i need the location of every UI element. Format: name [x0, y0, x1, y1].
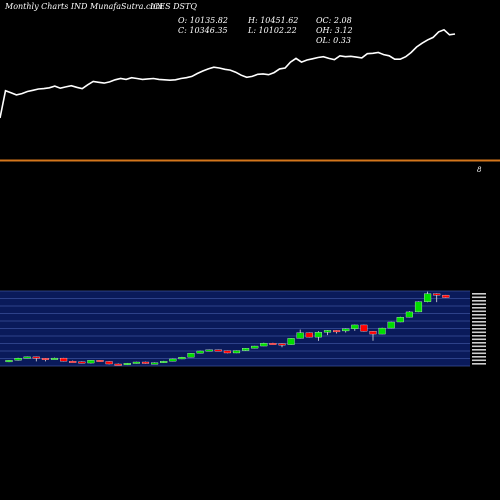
candle-body	[251, 345, 259, 349]
scale-tick	[472, 310, 486, 313]
scale-tick	[472, 307, 486, 309]
candle-body	[23, 356, 31, 359]
candle-body	[105, 361, 113, 365]
scale-tick	[472, 359, 486, 362]
candle-body	[360, 324, 368, 332]
candle-body	[141, 361, 150, 364]
price-line-chart: 8	[0, 28, 500, 174]
candle-body	[114, 363, 122, 366]
candle-body	[196, 350, 204, 354]
open-value: O: 10135.82	[178, 16, 228, 25]
low-value: L: 10102.22	[248, 26, 297, 35]
candle-body	[433, 293, 441, 296]
candle-body	[96, 360, 104, 362]
scale-tick	[472, 321, 486, 323]
candle-body	[87, 360, 95, 364]
scale-tick	[472, 352, 486, 355]
price-series-line	[0, 28, 456, 119]
candle-body	[160, 361, 168, 363]
reference-label: 8	[477, 166, 482, 174]
scale-tick	[472, 314, 486, 316]
scale-tick	[472, 342, 486, 344]
scale-tick	[472, 356, 486, 358]
scale-tick	[472, 303, 486, 306]
close-value: C: 10346.35	[178, 26, 228, 35]
scale-tick	[472, 363, 486, 365]
ol-value: OL: 0.33	[316, 36, 351, 45]
symbol-label: ICES DSTQ	[150, 2, 197, 11]
candle-body	[32, 356, 40, 359]
candle-body	[296, 332, 304, 339]
high-value: H: 10451.62	[248, 16, 299, 25]
candle-body	[424, 293, 432, 302]
candle-body	[342, 328, 350, 332]
candle-body	[387, 321, 395, 329]
candle-body	[333, 330, 341, 333]
scale-tick	[472, 349, 486, 351]
candle-body	[187, 353, 195, 358]
oh-value: OH: 3.12	[316, 26, 353, 35]
candle-body	[414, 301, 423, 313]
candle-body	[232, 350, 241, 354]
candle-body	[132, 361, 140, 364]
candle-body	[123, 363, 131, 365]
candle-body	[5, 360, 13, 363]
candle-body	[14, 358, 22, 361]
candle-body	[78, 361, 86, 364]
scale-tick	[472, 324, 486, 327]
candle-body	[242, 348, 250, 351]
candle-body	[60, 357, 68, 362]
scale-tick	[472, 300, 486, 302]
candle-body	[169, 358, 177, 362]
candle-body	[151, 362, 159, 365]
candle-body	[323, 330, 332, 333]
candle-body	[41, 358, 49, 360]
candle-body	[396, 317, 404, 323]
scale-tick	[472, 317, 486, 320]
candle-body	[305, 332, 313, 338]
candle-body	[351, 324, 359, 329]
candle-body	[205, 349, 213, 352]
candle-body	[69, 361, 77, 363]
candle-body	[369, 331, 377, 335]
scale-tick	[472, 331, 486, 334]
price-bands	[0, 290, 470, 367]
candle-body	[260, 343, 268, 347]
candle-body	[378, 327, 386, 335]
candle-body	[178, 357, 186, 360]
candle-body	[442, 294, 450, 298]
chart-title: Monthly Charts IND MunafaSutra.com	[5, 2, 163, 11]
candles-group	[5, 291, 450, 366]
candle-body	[214, 349, 222, 352]
oc-value: OC: 2.08	[316, 16, 352, 25]
candle-body	[405, 311, 413, 318]
candle-body	[314, 332, 322, 338]
scale-tick	[472, 296, 486, 299]
scale-tick	[472, 335, 486, 337]
price-scale	[472, 293, 486, 365]
scale-tick	[472, 328, 486, 330]
candle-body	[278, 343, 286, 346]
scale-tick	[472, 293, 486, 295]
candle-body	[50, 357, 59, 360]
candle-body	[287, 338, 295, 345]
candle-body	[269, 343, 277, 345]
candle-body	[223, 350, 231, 354]
scale-tick	[472, 345, 486, 348]
scale-tick	[472, 338, 486, 341]
